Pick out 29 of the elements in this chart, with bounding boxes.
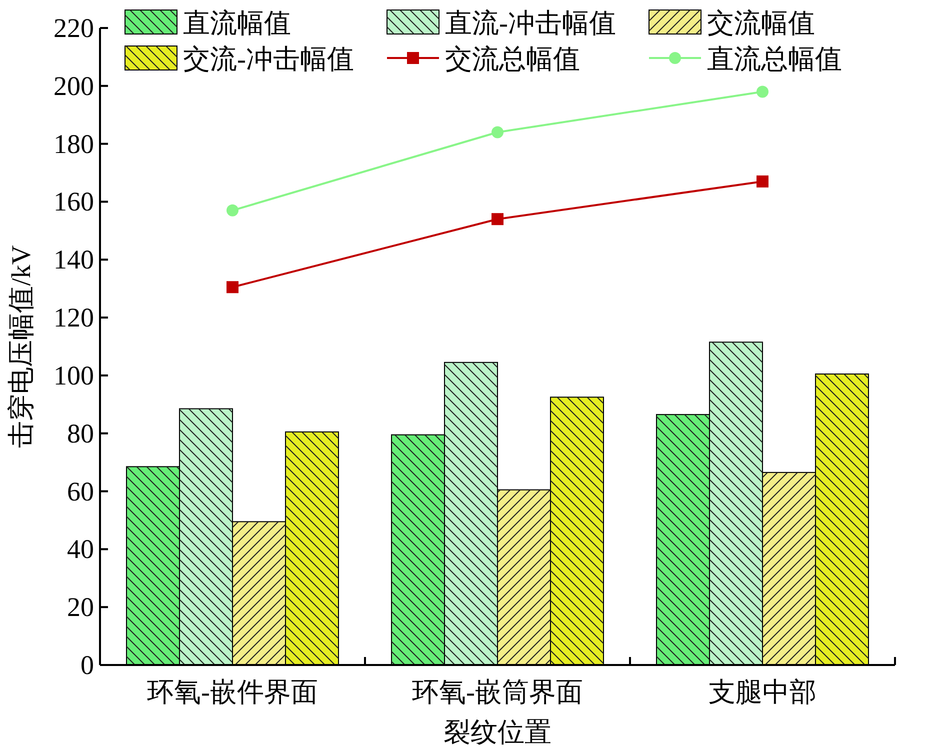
y-tick-label: 40 <box>67 534 94 564</box>
x-tick-label: 支腿中部 <box>708 677 816 707</box>
x-axis-title: 裂纹位置 <box>444 717 552 747</box>
y-tick-label: 220 <box>54 13 94 43</box>
y-tick-label: 180 <box>54 128 94 159</box>
y-tick-label: 200 <box>54 70 94 101</box>
point <box>226 281 238 294</box>
y-tick-label: 80 <box>67 418 94 448</box>
x-tick-label: 环氧-嵌筒界面 <box>412 677 583 707</box>
point <box>492 126 504 138</box>
legend-label: 交流幅值 <box>707 8 815 38</box>
legend-label: 交流-冲击幅值 <box>183 44 354 74</box>
legend-label: 直流总幅值 <box>707 44 842 74</box>
point <box>492 213 504 226</box>
y-axis-title: 击穿电压幅值/kV <box>6 244 36 448</box>
y-tick-label: 60 <box>67 476 94 506</box>
legend-label: 交流总幅值 <box>445 44 580 74</box>
y-tick-label: 160 <box>54 186 94 217</box>
legend-label: 直流-冲击幅值 <box>445 8 616 38</box>
point <box>756 86 768 98</box>
y-tick-label: 100 <box>54 360 94 390</box>
y-tick-label: 0 <box>80 650 94 680</box>
point <box>756 175 768 188</box>
x-tick-label: 环氧-嵌件界面 <box>147 677 318 707</box>
y-tick-label: 140 <box>54 244 94 275</box>
y-tick-label: 120 <box>54 302 94 333</box>
y-tick-label: 20 <box>67 592 94 622</box>
legend-label: 直流幅值 <box>183 8 291 38</box>
point <box>226 204 238 216</box>
